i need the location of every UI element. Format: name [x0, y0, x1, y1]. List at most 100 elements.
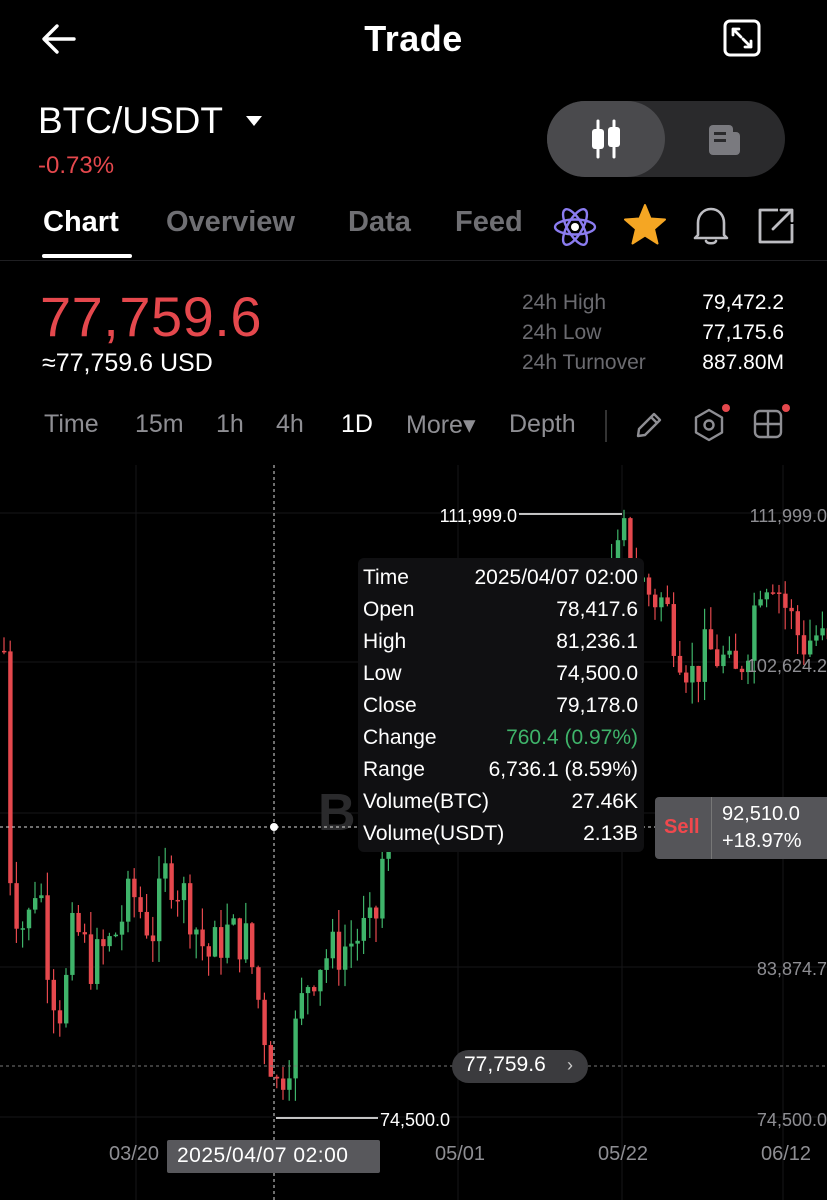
- last-price: 77,759.6: [40, 285, 262, 348]
- candle-body: [281, 1078, 286, 1090]
- candle-body: [696, 665, 701, 682]
- candle-body: [758, 599, 763, 606]
- candle-body: [14, 883, 19, 929]
- arrow-left-icon[interactable]: [38, 18, 80, 60]
- expand-icon[interactable]: [722, 18, 762, 58]
- max-price-label: 111,999.0: [440, 506, 517, 526]
- candle-body: [367, 907, 373, 918]
- active-tab-indicator: [42, 254, 132, 258]
- tooltip-key: Close: [363, 694, 417, 717]
- tab-data[interactable]: Data: [348, 206, 411, 238]
- candle-body: [324, 958, 329, 970]
- document-icon[interactable]: [706, 120, 744, 158]
- tooltip-value: 27.46K: [571, 790, 638, 813]
- star-icon[interactable]: [622, 202, 668, 248]
- interval-15m[interactable]: 15m: [135, 410, 184, 438]
- candle-body: [628, 518, 633, 572]
- min-price-label: 74,500.0: [380, 1110, 450, 1130]
- tooltip-row: Time 2025/04/07 02:00: [363, 562, 638, 594]
- candle-body: [343, 946, 348, 970]
- candle-body: [119, 921, 125, 935]
- candle-body: [51, 979, 56, 1011]
- candle-body: [262, 999, 267, 1046]
- candlestick-icon[interactable]: [586, 118, 626, 160]
- candle-body: [312, 987, 317, 992]
- candle-body: [250, 923, 255, 968]
- tooltip-row: Close 79,178.0: [363, 690, 638, 722]
- candle-body: [727, 650, 732, 655]
- crosshair-date-pill: [167, 1140, 380, 1173]
- candle-body: [64, 974, 69, 1024]
- candle-body: [95, 939, 100, 984]
- bell-icon[interactable]: [690, 203, 732, 247]
- sell-price: 92,510.0: [722, 803, 800, 825]
- notification-dot: [782, 404, 790, 412]
- candle-body: [752, 605, 757, 661]
- tooltip-key: Change: [363, 726, 437, 749]
- candle-body: [708, 629, 714, 650]
- tab-feed[interactable]: Feed: [455, 206, 523, 238]
- candle-body: [380, 858, 385, 919]
- axis-price-label: 83,874.7: [757, 959, 827, 979]
- candle-body: [237, 918, 242, 960]
- sell-label[interactable]: Sell: [664, 816, 700, 838]
- atom-icon[interactable]: [552, 204, 598, 250]
- candle-body: [739, 668, 745, 673]
- candle-body: [746, 660, 751, 673]
- interval-4h[interactable]: 4h: [276, 410, 304, 438]
- current-price-pill[interactable]: [452, 1050, 588, 1083]
- interval-1d[interactable]: 1D: [341, 410, 373, 438]
- sell-box[interactable]: [655, 797, 827, 859]
- layout-grid-icon[interactable]: [752, 408, 784, 440]
- interval-time[interactable]: Time: [44, 410, 99, 438]
- pair-name[interactable]: BTC/USDT: [38, 100, 223, 141]
- stat-label-low: 24h Low: [522, 321, 602, 344]
- candle-body: [764, 592, 769, 600]
- candle-body: [2, 650, 7, 653]
- candle-body: [783, 593, 788, 608]
- x-axis-label: 05/22: [598, 1143, 648, 1165]
- view-toggle-active[interactable]: [547, 101, 665, 177]
- tooltip-value: 81,236.1: [556, 630, 638, 653]
- candle-body: [374, 907, 379, 919]
- candle-body: [82, 932, 87, 935]
- candle-body: [132, 878, 137, 898]
- caret-down-icon[interactable]: [244, 113, 264, 129]
- candle-body: [615, 540, 621, 567]
- candle-body: [212, 927, 218, 957]
- candle-body: [646, 577, 652, 595]
- candle-body: [194, 929, 199, 935]
- interval-more[interactable]: More▾: [406, 411, 476, 439]
- candle-body: [665, 597, 670, 605]
- tab-overview[interactable]: Overview: [166, 206, 295, 238]
- axis-price-label: 111,999.0: [750, 506, 827, 526]
- candle-body: [721, 654, 726, 667]
- candle-body: [188, 883, 193, 935]
- interval-divider: [605, 410, 607, 442]
- crosshair-date: 2025/04/07 02:00: [177, 1144, 349, 1167]
- candle-body: [715, 649, 720, 667]
- chart-watermark: B: [318, 784, 356, 842]
- tab-chart[interactable]: Chart: [43, 206, 119, 238]
- interval-1h[interactable]: 1h: [216, 410, 244, 438]
- x-axis-label: 05/01: [435, 1143, 485, 1165]
- indicator-hex-icon[interactable]: [692, 407, 726, 443]
- candle-body: [107, 936, 112, 947]
- tabs-divider: [0, 260, 827, 261]
- candle-body: [671, 604, 676, 656]
- interval-depth[interactable]: Depth: [509, 410, 576, 438]
- tooltip-row: High 81,236.1: [363, 626, 638, 658]
- candle-body: [26, 909, 32, 929]
- candle-body: [305, 987, 311, 994]
- tooltip-row: Range 6,736.1 (8.59%): [363, 754, 638, 786]
- current-price-label[interactable]: 77,759.6: [464, 1053, 546, 1076]
- candle-body: [181, 883, 187, 901]
- candle-body: [336, 931, 342, 970]
- pencil-icon[interactable]: [632, 408, 664, 442]
- candle-body: [690, 665, 695, 683]
- tooltip-value: 760.4 (0.97%): [506, 726, 638, 749]
- stat-label-high: 24h High: [522, 291, 607, 314]
- share-icon[interactable]: [756, 206, 796, 246]
- chevron-right-icon[interactable]: ›: [567, 1055, 573, 1075]
- tooltip-row: Change 760.4 (0.97%): [363, 722, 638, 754]
